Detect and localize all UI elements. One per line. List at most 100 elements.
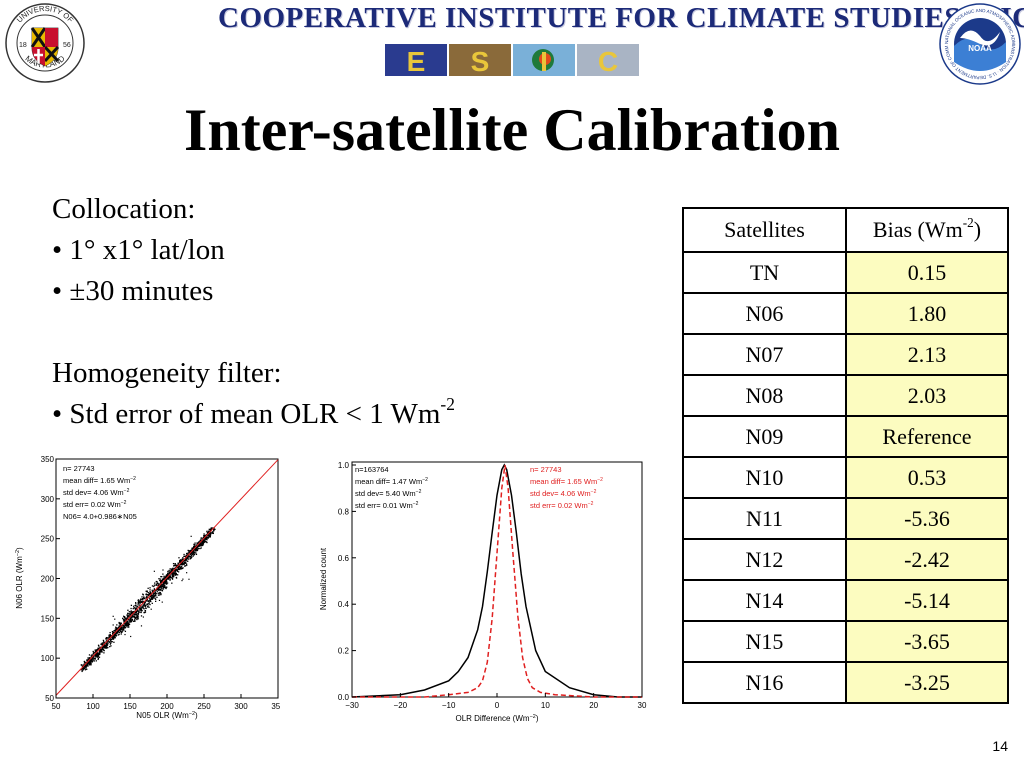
table-row: N11 -5.36 xyxy=(682,497,1009,540)
scatter-point xyxy=(148,606,150,608)
scatter-point xyxy=(153,589,155,591)
scatter-point xyxy=(124,622,126,625)
scatter-point xyxy=(181,559,184,561)
scatter-point xyxy=(109,638,111,641)
scatter-point xyxy=(192,547,194,549)
scatter-point xyxy=(151,585,154,587)
scatter-point xyxy=(127,619,130,621)
scatter-point xyxy=(182,578,184,580)
satellite-cell: N15 xyxy=(682,620,847,663)
table-row: N09 Reference xyxy=(682,415,1009,458)
scatter-point xyxy=(198,545,200,547)
hist-x-tick-label: −20 xyxy=(394,701,408,710)
scatter-point xyxy=(110,641,112,643)
umd-year-right: 56 xyxy=(63,42,71,49)
scatter-point xyxy=(137,610,139,612)
scatter-point xyxy=(160,579,163,582)
scatter-point xyxy=(86,659,89,661)
scatter-point xyxy=(181,558,183,560)
scatter-point xyxy=(124,618,127,620)
scatter-point xyxy=(90,655,92,657)
scatter-point xyxy=(208,535,210,538)
homogeneity-item-text: • Std error of mean OLR < 1 Wm xyxy=(52,398,441,430)
scatter-point xyxy=(93,657,96,660)
scatter-point xyxy=(115,627,118,630)
scatter-stat-fit: N06= 4.0+0.986∗N05 xyxy=(63,512,137,521)
scatter-point xyxy=(131,611,134,613)
scatter-point xyxy=(97,658,99,661)
scatter-point xyxy=(159,592,161,594)
scatter-point xyxy=(82,667,84,669)
scatter-point xyxy=(151,589,153,591)
scatter-point xyxy=(128,619,131,621)
scatter-point xyxy=(134,607,137,609)
scatter-point xyxy=(156,592,158,595)
scatter-point xyxy=(208,528,210,530)
hist-stat-stderr-all: std err= 0.01 Wm−2 xyxy=(355,501,419,510)
hist-x-tick-label: 30 xyxy=(638,701,647,710)
scatter-point xyxy=(181,562,183,564)
scatter-point xyxy=(169,568,171,570)
scatter-point xyxy=(133,613,135,615)
scatter-point xyxy=(178,568,180,570)
scatter-point xyxy=(199,540,201,542)
scatter-point xyxy=(174,563,176,565)
scatter-point xyxy=(193,545,196,547)
scatter-point xyxy=(155,600,157,602)
scatter-point xyxy=(106,644,109,646)
scatter-point xyxy=(203,533,205,535)
bias-cell: Reference xyxy=(845,415,1009,458)
scatter-point xyxy=(154,597,156,600)
scatter-point xyxy=(163,586,165,588)
scatter-point xyxy=(92,654,94,656)
scatter-point xyxy=(105,637,107,639)
scatter-point xyxy=(174,570,177,572)
scatter-point xyxy=(152,591,154,593)
scatter-point xyxy=(174,572,176,575)
scatter-point xyxy=(128,611,130,613)
scatter-point xyxy=(124,625,126,628)
scatter-point xyxy=(161,585,163,587)
scatter-point xyxy=(155,593,157,595)
scatter-point xyxy=(109,631,111,634)
scatter-point xyxy=(169,576,172,578)
scatter-point xyxy=(118,621,120,624)
histogram-plot: −30 −20 −10 0 10 20 30 0.0 0.2 0.4 0.6 0.8 1.0 n=16… xyxy=(319,461,647,723)
scatter-point xyxy=(162,581,165,584)
scatter-point xyxy=(81,670,83,673)
scatter-point xyxy=(123,627,125,629)
scatter-point xyxy=(112,637,114,639)
bias-cell: 2.03 xyxy=(845,374,1009,417)
scatter-point xyxy=(145,593,147,595)
scatter-point xyxy=(206,532,208,534)
scatter-point xyxy=(92,652,94,655)
scatter-point xyxy=(118,633,120,636)
scatter-point xyxy=(195,552,197,554)
scatter-point xyxy=(119,623,121,625)
scatter-point xyxy=(93,657,95,660)
scatter-point xyxy=(134,616,137,618)
scatter-point xyxy=(185,559,188,561)
scatter-point xyxy=(161,576,163,578)
scatter-point xyxy=(101,649,103,651)
scatter-point xyxy=(89,660,91,662)
scatter-point xyxy=(176,570,179,572)
scatter-point xyxy=(83,667,86,670)
hist-y-axis-label: Normalized count xyxy=(319,547,328,610)
scatter-point xyxy=(116,624,118,626)
scatter-point xyxy=(201,544,204,547)
scatter-point xyxy=(133,620,135,623)
hist-x-tick-label: −30 xyxy=(345,701,359,710)
scatter-point xyxy=(141,601,144,603)
satellite-cell: N10 xyxy=(682,456,847,499)
scatter-point xyxy=(97,655,99,657)
scatter-point xyxy=(84,669,87,671)
scatter-point xyxy=(183,559,185,562)
scatter-point xyxy=(149,595,152,598)
scatter-point xyxy=(211,527,213,529)
scatter-point xyxy=(171,582,173,584)
scatter-point xyxy=(163,580,166,582)
table-row: TN 0.15 xyxy=(682,251,1009,294)
scatter-point xyxy=(170,577,172,579)
scatter-point xyxy=(128,623,131,625)
